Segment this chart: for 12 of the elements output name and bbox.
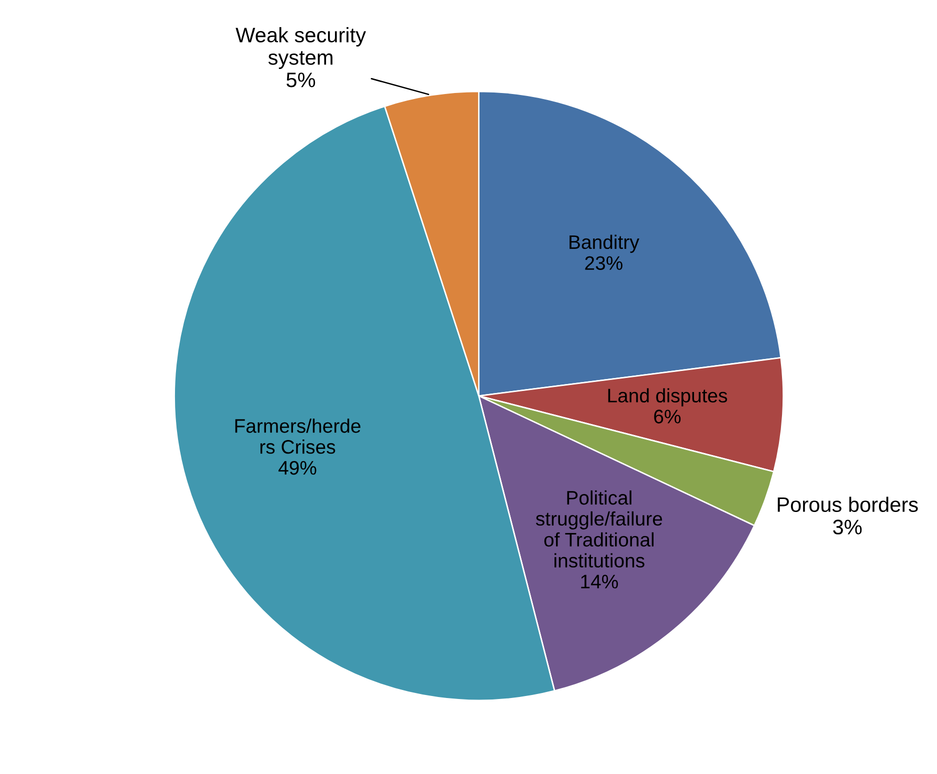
data-label: 23% bbox=[585, 256, 622, 270]
slice-label: Porous borders bbox=[778, 496, 918, 512]
slice-label: Land disputes bbox=[608, 388, 728, 406]
slice-label: Political struggle/failure of Traditional institutions bbox=[536, 490, 662, 568]
data-label: 5% bbox=[286, 72, 316, 88]
data-label: 6% bbox=[654, 410, 681, 424]
data-label: 14% bbox=[581, 574, 618, 588]
data-label: 3% bbox=[833, 520, 862, 534]
slice-label: Weak security system bbox=[236, 27, 366, 69]
data-label: 49% bbox=[278, 460, 316, 475]
slice-label: Farmers/herde rs Crises bbox=[235, 418, 360, 454]
slice-label: Banditry bbox=[570, 234, 640, 253]
